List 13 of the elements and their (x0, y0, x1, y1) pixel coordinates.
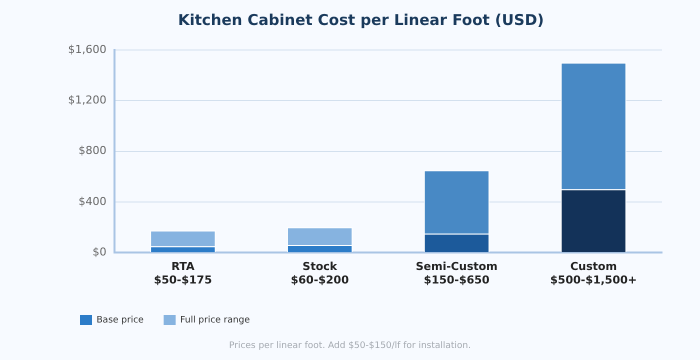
text: Prices per linear foot. Add $50-$150/lf for installation. (228, 341, 472, 351)
legend-label: Full price range (180, 315, 250, 326)
legend-label: Base price (96, 315, 144, 326)
chart-title: Kitchen Cabinet Cost per Linear Foot (USD) (178, 10, 544, 29)
x-tick-label: Custom $500-$1,500+ (550, 260, 637, 286)
y-tick-label: $1,200 (68, 94, 106, 107)
y-tick-label: $0 (92, 245, 106, 258)
x-tick-label: RTA $50-$175 (154, 260, 212, 286)
x-tick-label: Stock $60-$200 (290, 260, 350, 286)
y-tick-label: $1,600 (68, 42, 106, 56)
y-tick-label: $800 (78, 144, 106, 158)
x-tick-label: Semi-Custom $150-$650 (416, 260, 498, 286)
y-tick-label: $400 (78, 194, 106, 208)
